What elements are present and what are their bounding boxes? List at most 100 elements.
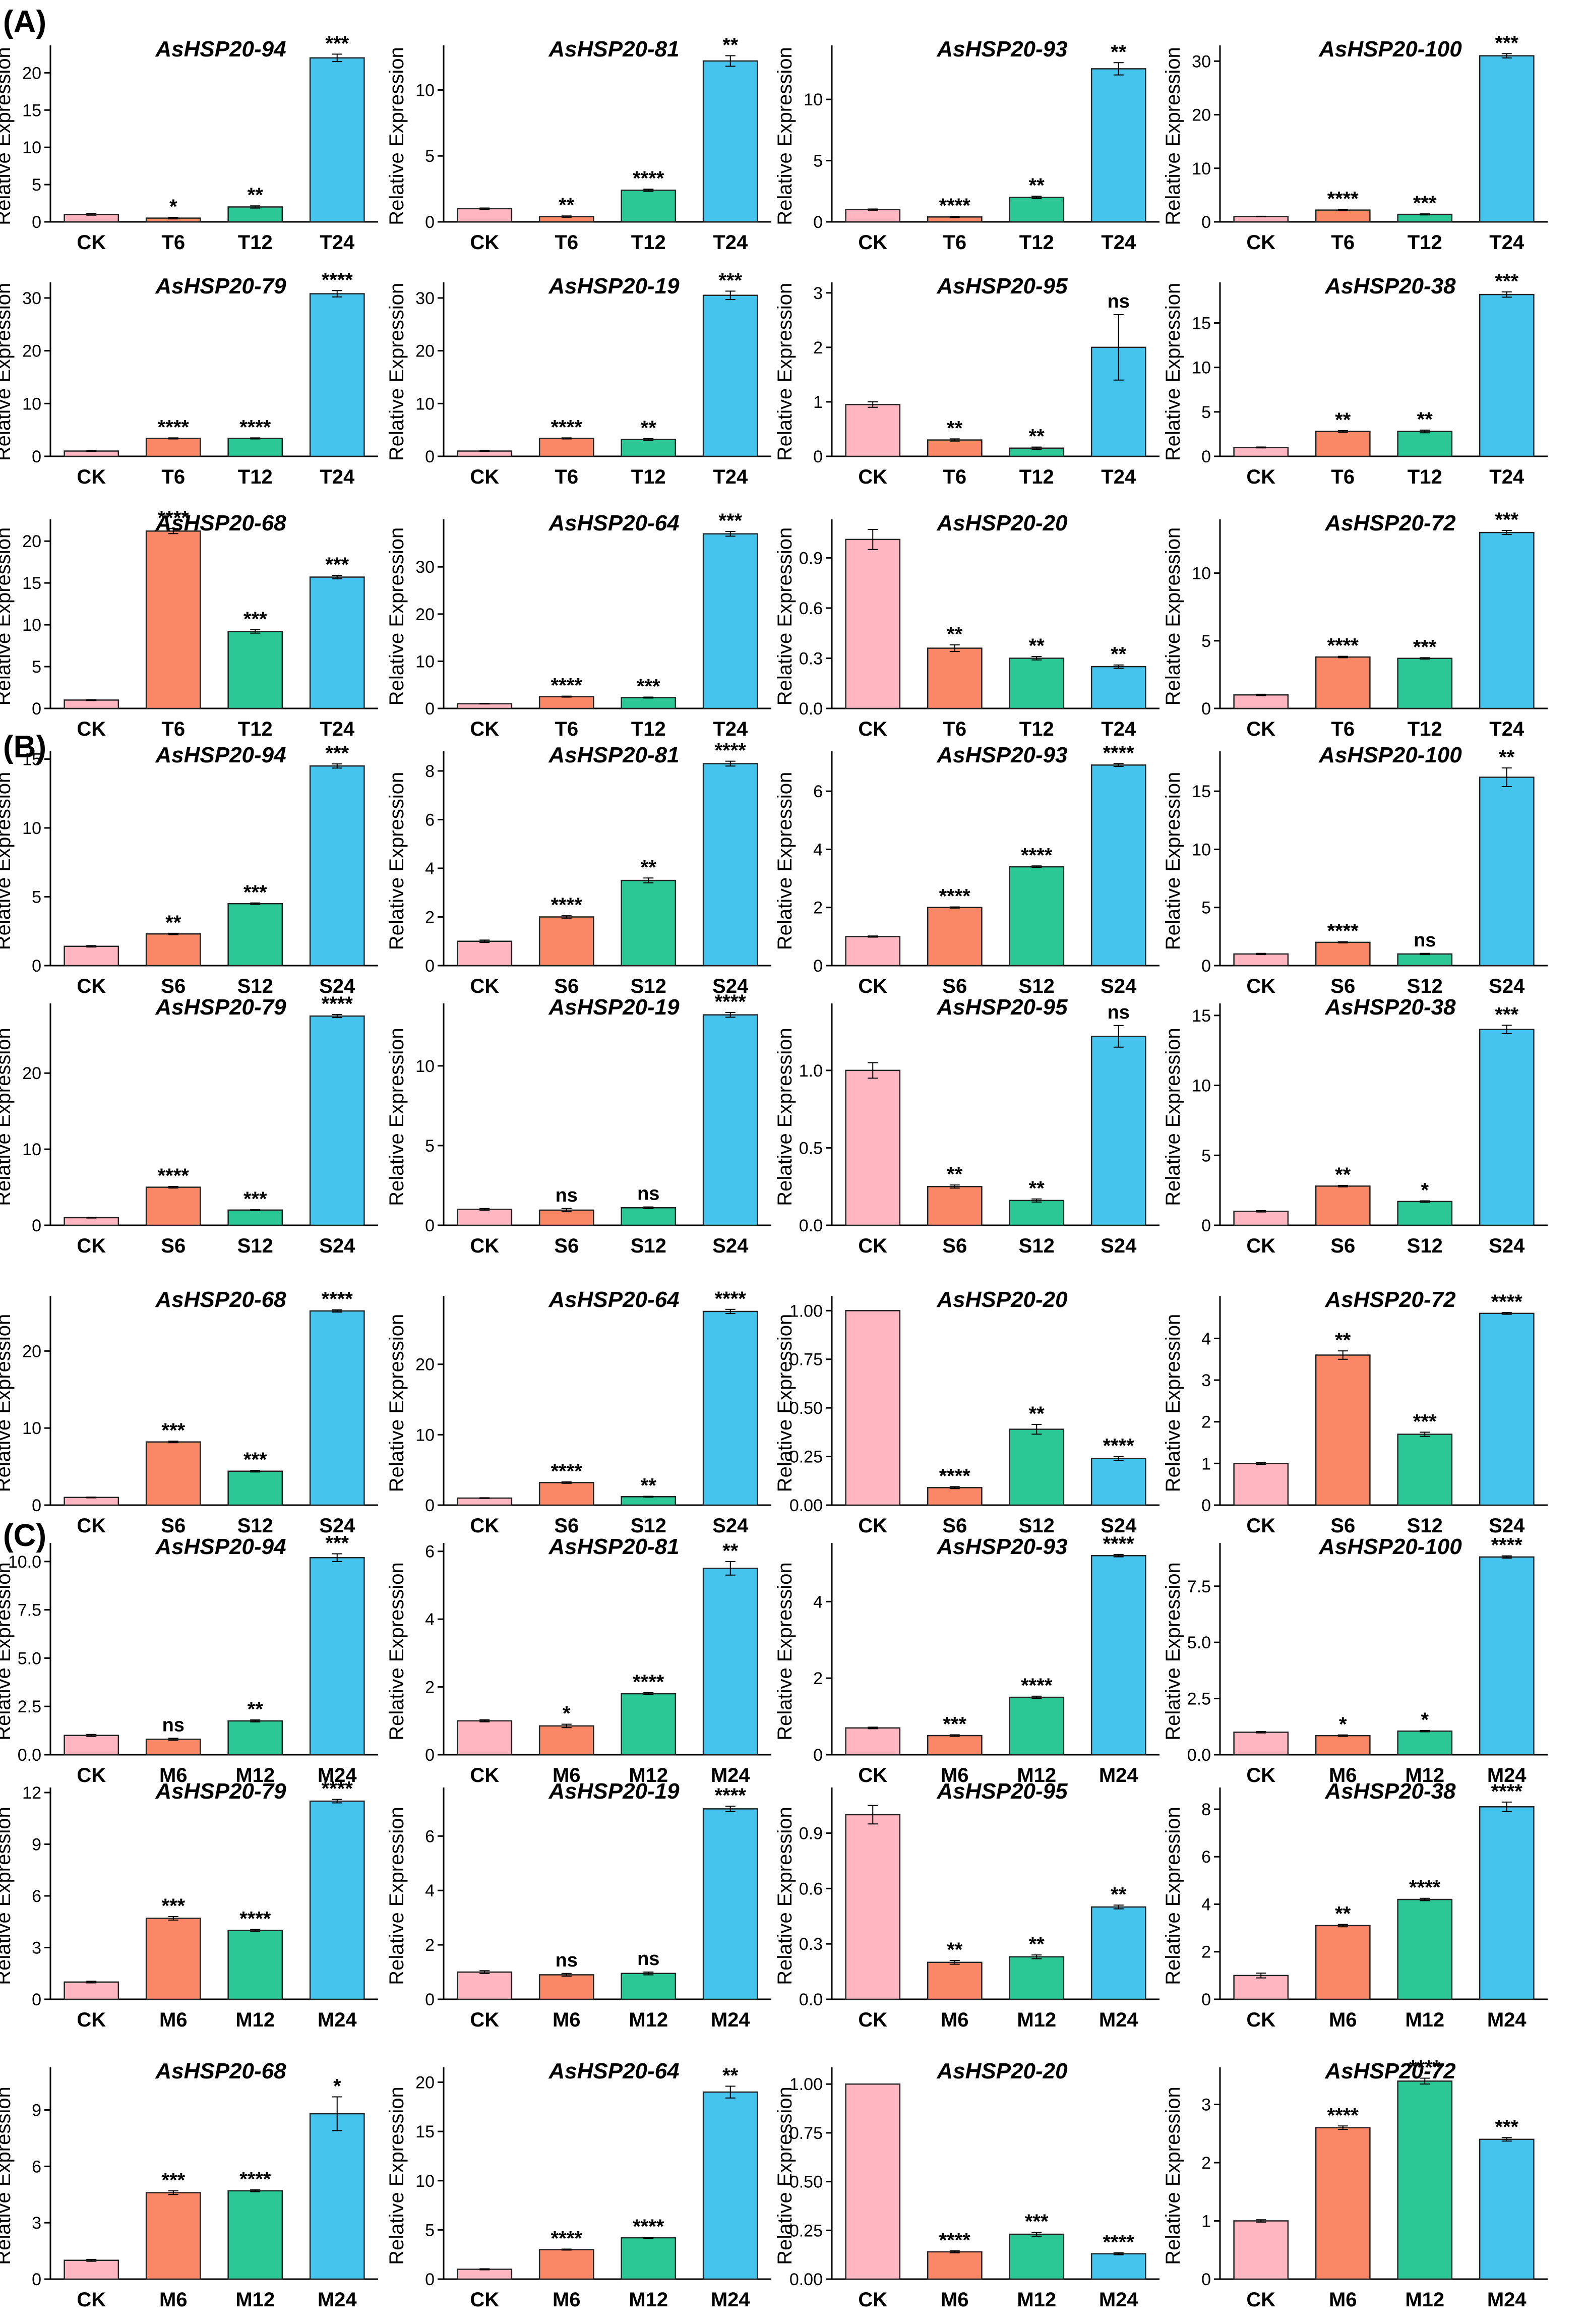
y-tick-label: 0 — [1201, 699, 1211, 719]
bar — [927, 1487, 983, 1506]
significance-label: ** — [1029, 426, 1045, 448]
bar — [227, 1930, 283, 2000]
bar — [227, 2190, 283, 2280]
bar — [309, 1557, 365, 1756]
y-tick-label: 0 — [813, 447, 823, 466]
significance-label: ** — [248, 1698, 264, 1720]
category-label: M12 — [629, 2289, 668, 2311]
bar — [1397, 213, 1453, 223]
y-tick-label: 9 — [32, 1835, 41, 1855]
category-label: CK — [1246, 466, 1275, 488]
y-tick-label: 12 — [22, 1783, 41, 1803]
bar — [1009, 2233, 1065, 2280]
y-tick-label: 0.0 — [799, 1990, 823, 2009]
chart-title: AsHSP20-95 — [936, 274, 1068, 299]
bar — [1233, 1211, 1289, 1226]
significance-label: **** — [1327, 635, 1359, 657]
significance-label: ** — [641, 417, 657, 439]
y-axis-label: Relative Expression — [774, 1562, 796, 1741]
y-tick-label: 0 — [32, 447, 41, 466]
y-tick-label: 20 — [22, 1342, 41, 1361]
bar — [64, 1217, 119, 1226]
category-label: M12 — [629, 1764, 668, 1786]
y-tick-label: 0 — [1201, 213, 1211, 232]
significance-label: ** — [1335, 1903, 1351, 1925]
category-label: CK — [77, 975, 106, 997]
y-tick-label: 6 — [32, 1887, 41, 1906]
bar — [621, 1973, 677, 2000]
y-tick-label: 2 — [813, 338, 823, 357]
y-tick-label: 5 — [32, 658, 41, 677]
category-label: S12 — [237, 1235, 273, 1257]
bar — [845, 2083, 901, 2280]
bar — [1479, 531, 1535, 709]
bar — [1009, 1428, 1065, 1506]
category-label: S6 — [161, 1515, 186, 1537]
y-tick-label: 30 — [22, 289, 41, 308]
chart-title: AsHSP20-20 — [936, 2059, 1068, 2083]
category-label: T6 — [1331, 466, 1355, 488]
significance-label: **** — [239, 1908, 271, 1930]
significance-label: ** — [1029, 1933, 1045, 1955]
y-tick-label: 2 — [1201, 2154, 1211, 2173]
y-axis-label: Relative Expression — [774, 283, 796, 461]
bar — [1090, 1036, 1146, 1226]
significance-label: ** — [1499, 746, 1515, 768]
chart-title: AsHSP20-93 — [936, 1534, 1067, 1559]
bar — [1090, 1906, 1146, 2000]
category-label: T12 — [238, 718, 273, 740]
y-tick-label: 2 — [1201, 1943, 1211, 1962]
significance-label: **** — [239, 2168, 271, 2190]
y-tick-label: 0 — [425, 1216, 435, 1235]
chart-title: AsHSP20-94 — [155, 1534, 286, 1559]
bar — [457, 1209, 513, 1226]
y-tick-label: 0.9 — [799, 1824, 823, 1843]
bar — [927, 647, 983, 709]
y-tick-label: 0.50 — [789, 2173, 823, 2192]
category-label: T24 — [1489, 231, 1524, 254]
y-tick-label: 20 — [415, 1355, 435, 1375]
y-tick-label: 20 — [1192, 106, 1211, 125]
significance-label: ** — [947, 623, 963, 645]
bar — [1479, 1029, 1535, 1226]
category-label: S6 — [1330, 1515, 1355, 1537]
category-label: M12 — [1405, 2009, 1444, 2031]
significance-label: ns — [556, 1950, 578, 1971]
category-label: CK — [858, 975, 887, 997]
significance-label: *** — [325, 1532, 349, 1554]
chart-24: 0 1 2 3 4 Relative Expression AsHSP20-72 CK ** S6… — [1162, 1287, 1548, 1537]
y-axis-label: Relative Expression — [0, 1314, 15, 1493]
significance-label: ns — [637, 1948, 659, 1970]
bar — [145, 933, 201, 967]
y-tick-label: 20 — [22, 64, 41, 83]
y-axis-label: Relative Expression — [1162, 1028, 1184, 1206]
bar — [64, 1497, 119, 1506]
category-label: M6 — [553, 1764, 581, 1786]
bar — [1009, 1956, 1065, 2000]
y-tick-label: 10 — [22, 394, 41, 413]
category-label: S6 — [942, 1235, 967, 1257]
bar — [1479, 293, 1535, 457]
y-tick-label: 5 — [1201, 403, 1211, 422]
significance-label: ** — [1417, 408, 1433, 431]
significance-label: *** — [1413, 636, 1437, 658]
y-tick-label: 8 — [425, 762, 435, 781]
significance-label: **** — [158, 1165, 190, 1187]
bar — [621, 879, 677, 967]
chart-8: 0 5 10 15 Relative Expression AsHSP20-38 CK ** T… — [1162, 270, 1548, 488]
bar — [1009, 1200, 1065, 1226]
significance-label: **** — [1021, 1675, 1053, 1697]
y-tick-label: 10 — [22, 138, 41, 157]
chart-title: AsHSP20-94 — [155, 743, 286, 767]
bar — [1009, 1696, 1065, 1756]
category-label: T12 — [631, 231, 666, 254]
y-tick-label: 20 — [22, 342, 41, 361]
bar — [309, 1015, 365, 1226]
y-tick-label: 30 — [415, 289, 435, 308]
category-label: CK — [470, 1764, 499, 1786]
significance-label: **** — [322, 1778, 353, 1800]
y-axis-label: Relative Expression — [1162, 1807, 1184, 1985]
y-tick-label: 0.3 — [799, 649, 823, 668]
